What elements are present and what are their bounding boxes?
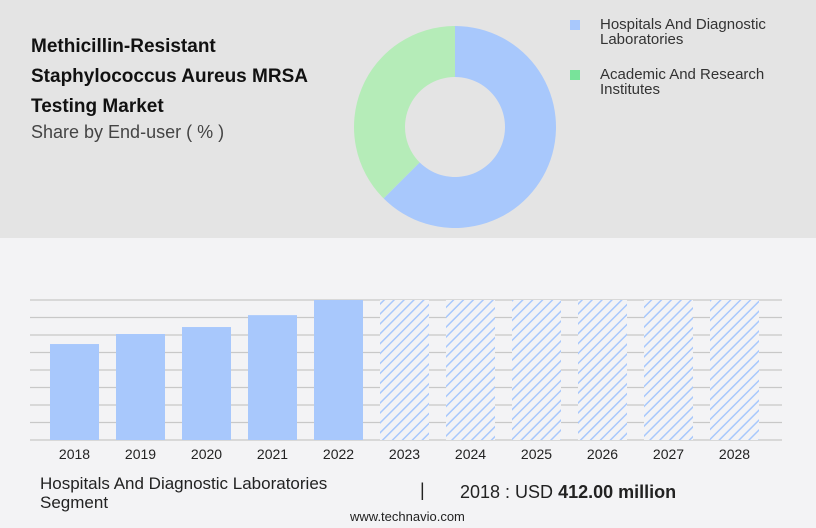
forecast-bar-2025 <box>512 300 561 440</box>
x-tick-label: 2027 <box>653 446 684 462</box>
legend-label: Hospitals And Diagnostic Laboratories <box>600 16 766 48</box>
legend-label: Academic And Research Institutes <box>600 66 765 98</box>
chart-title: Methicillin-Resistant Staphylococcus Aur… <box>31 36 308 117</box>
value-prefix: 2018 : USD <box>460 482 559 502</box>
x-tick-label: 2022 <box>323 446 354 462</box>
website: www.technavio.com <box>350 509 465 524</box>
forecast-bar-2024 <box>446 300 495 440</box>
legend-swatch <box>570 20 580 30</box>
x-tick-label: 2028 <box>719 446 750 462</box>
segment-value: 2018 : USD 412.00 million <box>460 482 676 503</box>
x-tick-label: 2019 <box>125 446 156 462</box>
legend-item-academic: Academic And Research Institutes <box>570 67 810 99</box>
legend-swatch <box>570 70 580 80</box>
x-tick-label: 2024 <box>455 446 486 462</box>
x-tick-label: 2021 <box>257 446 288 462</box>
chart-subtitle: Share by End-user ( % ) <box>31 122 225 142</box>
x-tick-label: 2025 <box>521 446 552 462</box>
bar-2021 <box>248 315 297 440</box>
forecast-bar-2028 <box>710 300 759 440</box>
separator: | <box>420 480 425 500</box>
forecast-bar-2023 <box>380 300 429 440</box>
bar-2020 <box>182 327 231 440</box>
segment-label: Hospitals And Diagnostic Laboratories Se… <box>40 474 328 512</box>
legend-item-hospitals: Hospitals And Diagnostic Laboratories <box>570 17 810 49</box>
donut-slice-0 <box>383 26 556 228</box>
forecast-bar-2026 <box>578 300 627 440</box>
forecast-bar-2027 <box>644 300 693 440</box>
bar-chart: 2018 2019 2020 2021 2022 2023 2024 2025 2026 2027… <box>30 299 782 462</box>
donut-slice-1 <box>353 26 455 199</box>
x-tick-label: 2026 <box>587 446 618 462</box>
donut-chart <box>353 26 556 228</box>
x-tick-label: 2018 <box>59 446 90 462</box>
x-tick-label: 2020 <box>191 446 222 462</box>
bar-2018 <box>50 344 99 440</box>
bar-2022 <box>314 300 363 440</box>
value-amount: 412.00 million <box>558 482 677 502</box>
bar-2019 <box>116 334 165 440</box>
x-tick-label: 2023 <box>389 446 420 462</box>
